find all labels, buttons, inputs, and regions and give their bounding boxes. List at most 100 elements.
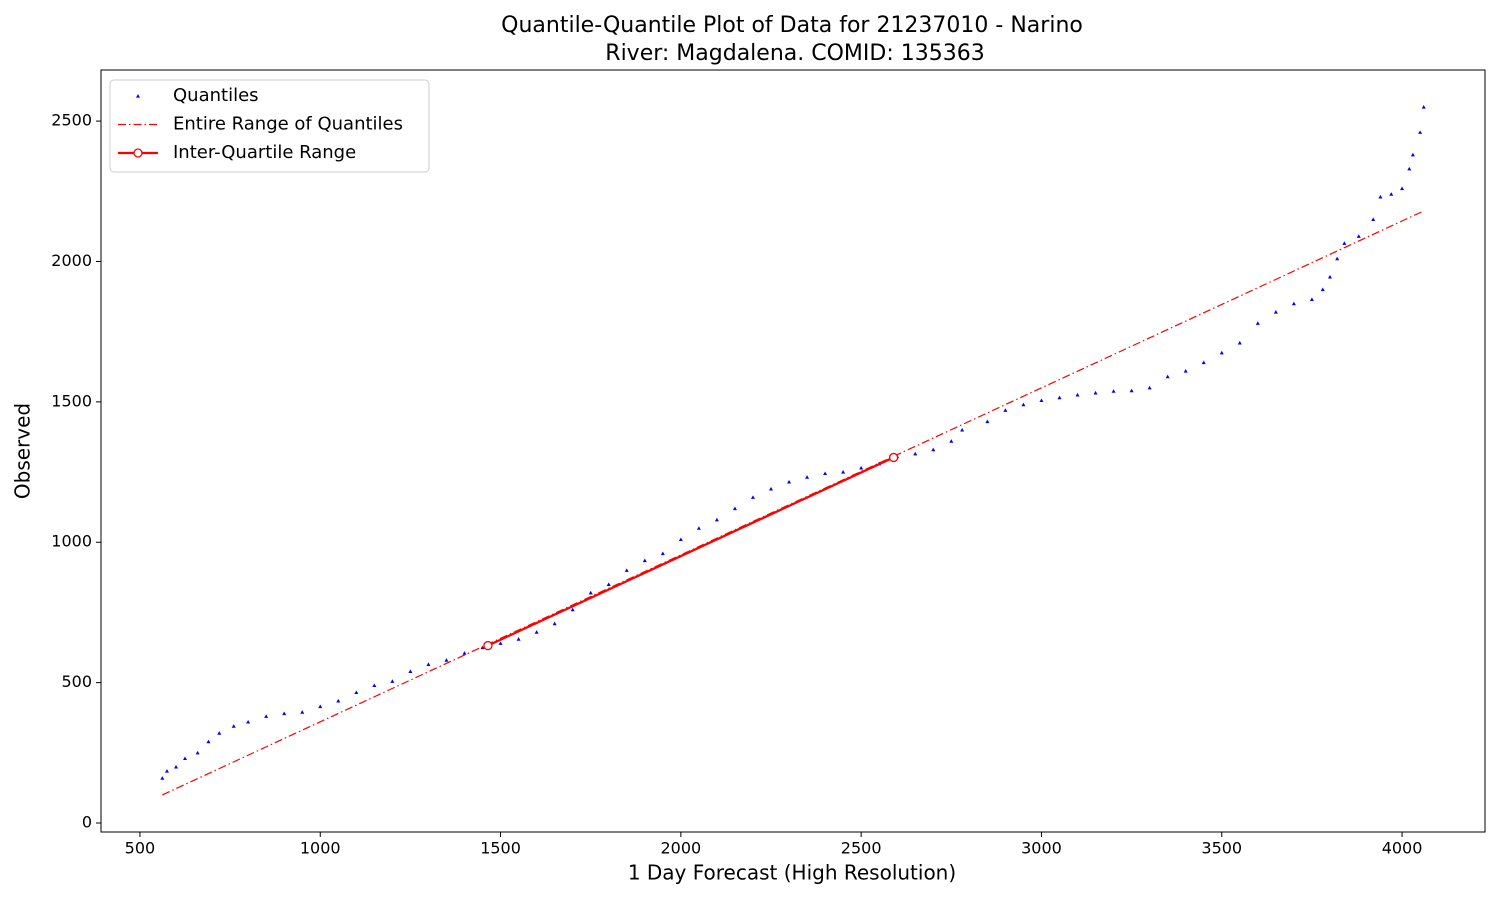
- quantile-point: [462, 651, 467, 655]
- quantile-point: [1165, 374, 1170, 379]
- quantile-point: [1201, 360, 1206, 365]
- quantile-point: [1075, 392, 1080, 397]
- y-tick-label: 500: [61, 672, 92, 691]
- quantile-point: [217, 731, 222, 735]
- legend: Quantiles Entire Range of Quantiles Inter-…: [109, 79, 430, 173]
- quantile-point: [823, 471, 828, 476]
- quantile-point: [1003, 408, 1008, 412]
- legend-box: [109, 79, 430, 173]
- plot-frame: [100, 69, 1486, 833]
- quantile-point: [1093, 390, 1098, 395]
- quantile-point: [1129, 388, 1134, 393]
- quantile-point: [300, 710, 305, 714]
- quantile-point: [444, 658, 449, 662]
- quantile-point: [1255, 321, 1260, 325]
- quantile-point: [1421, 105, 1426, 109]
- quantile-point: [750, 495, 755, 499]
- chart-title: Quantile-Quantile Plot of Data for 21237…: [501, 13, 1083, 38]
- quantile-point: [1273, 310, 1278, 314]
- quantile-point: [570, 607, 575, 612]
- quantile-point: [787, 479, 792, 484]
- legend-label: Entire Range of Quantiles: [173, 114, 403, 135]
- iqr-point: [483, 640, 493, 651]
- x-axis-label: 1 Day Forecast (High Resolution): [628, 861, 956, 885]
- quantile-point: [1039, 398, 1044, 403]
- x-tick-label: 4000: [1382, 839, 1423, 858]
- y-axis-label: Observed: [11, 403, 35, 499]
- quantile-point: [183, 756, 188, 761]
- quantile-point: [195, 750, 200, 755]
- quantile-point: [354, 690, 359, 695]
- iqr-point: [888, 452, 899, 463]
- quantile-point: [606, 582, 611, 586]
- quantile-point: [1320, 287, 1325, 292]
- x-tick-label: 2500: [841, 839, 882, 858]
- quantile-point: [1410, 152, 1415, 157]
- chart-subtitle: River: Magdalena. COMID: 135363: [605, 41, 984, 66]
- quantile-point: [1021, 402, 1026, 407]
- quantile-point: [624, 568, 629, 572]
- quantile-point: [714, 517, 719, 522]
- quantile-point: [231, 724, 236, 728]
- x-tick-label: 500: [125, 839, 156, 858]
- quantile-point: [174, 764, 179, 769]
- quantile-point: [1183, 368, 1188, 373]
- legend-label: Inter-Quartile Range: [173, 142, 356, 163]
- y-tick-label: 2000: [51, 251, 92, 270]
- quantile-point: [913, 451, 918, 456]
- x-tick-label: 3500: [1201, 839, 1242, 858]
- quantile-point: [1418, 130, 1423, 134]
- quantile-point: [960, 427, 965, 432]
- x-tick-label: 1000: [300, 839, 341, 858]
- quantile-point: [318, 704, 323, 709]
- legend-label: Quantiles: [173, 85, 259, 106]
- quantile-point: [1371, 217, 1376, 221]
- quantile-point: [1147, 385, 1152, 390]
- quantile-point: [1237, 340, 1242, 345]
- quantile-point: [588, 590, 593, 595]
- quantile-point: [859, 465, 864, 470]
- quantile-point: [696, 526, 701, 530]
- quantile-point: [1389, 192, 1394, 196]
- quantile-point: [336, 698, 341, 703]
- quantile-point: [282, 711, 287, 716]
- quantile-point: [1291, 301, 1296, 306]
- quantile-line: [162, 210, 1424, 796]
- quantile-point: [160, 776, 165, 780]
- quantile-point: [164, 769, 169, 773]
- y-tick-label: 0: [82, 813, 92, 832]
- quantile-point: [516, 637, 521, 641]
- quantile-point: [426, 662, 431, 666]
- quantile-point: [660, 551, 665, 556]
- quantile-point: [769, 486, 774, 491]
- quantile-point: [1219, 350, 1224, 355]
- quantile-point: [534, 630, 539, 634]
- quantile-point: [1407, 166, 1412, 171]
- quantile-point: [1335, 256, 1340, 261]
- quantile-point: [1057, 395, 1062, 400]
- y-tick-label: 1000: [51, 532, 92, 551]
- quantile-point: [931, 447, 936, 452]
- quantile-point: [206, 739, 211, 744]
- quantile-point: [1111, 389, 1116, 393]
- quantile-point: [390, 679, 395, 683]
- quantile-point: [805, 475, 810, 479]
- quantile-point: [1327, 274, 1332, 279]
- x-tick-label: 3000: [1021, 839, 1062, 858]
- quantile-point: [408, 669, 413, 674]
- quantile-point: [1309, 297, 1314, 301]
- quantile-point: [949, 439, 954, 443]
- quantile-point: [1356, 234, 1361, 238]
- quantile-point: [678, 537, 683, 542]
- quantile-point: [985, 419, 990, 424]
- quantile-line: [487, 456, 895, 647]
- quantile-point: [642, 558, 647, 563]
- quantile-point: [246, 719, 251, 724]
- quantile-point: [552, 621, 557, 626]
- quantile-point: [841, 470, 846, 474]
- y-tick-label: 1500: [51, 391, 92, 410]
- y-tick-label: 2500: [51, 111, 92, 130]
- legend-marker: [133, 148, 143, 158]
- quantile-point: [498, 641, 503, 645]
